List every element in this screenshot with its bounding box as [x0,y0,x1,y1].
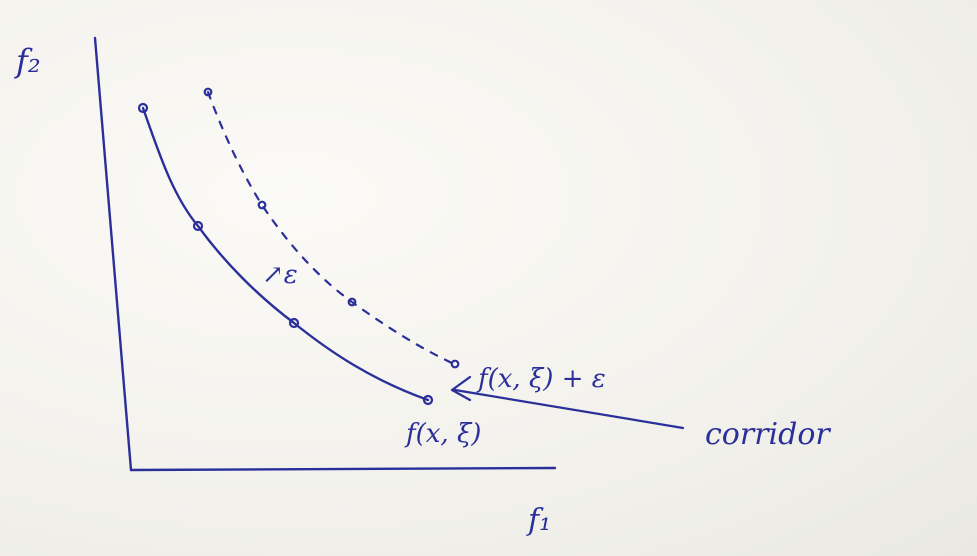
y-axis-label: f₂ [14,42,41,80]
lower-curve-label: f(x, ξ) [404,419,481,449]
solid-pareto-front [141,106,430,402]
front-point [422,394,434,406]
shifted-point [450,359,460,369]
epsilon-marker: ↗ε [262,260,298,290]
shifted-point [203,87,213,97]
front-point [288,317,300,329]
y-axis [93,36,133,472]
front-point [137,102,149,114]
dashed-shifted-front [206,90,456,366]
corridor-arrowhead [450,375,472,402]
shifted-point [257,200,267,210]
corridor-pointer-line [453,388,685,430]
upper-curve-label: f(x, ξ) + ε [476,364,606,394]
x-axis [129,466,557,472]
front-point [192,220,204,232]
x-axis-label: f₁ [526,503,551,538]
corridor-label: corridor [705,417,831,452]
shifted-point [347,297,357,307]
